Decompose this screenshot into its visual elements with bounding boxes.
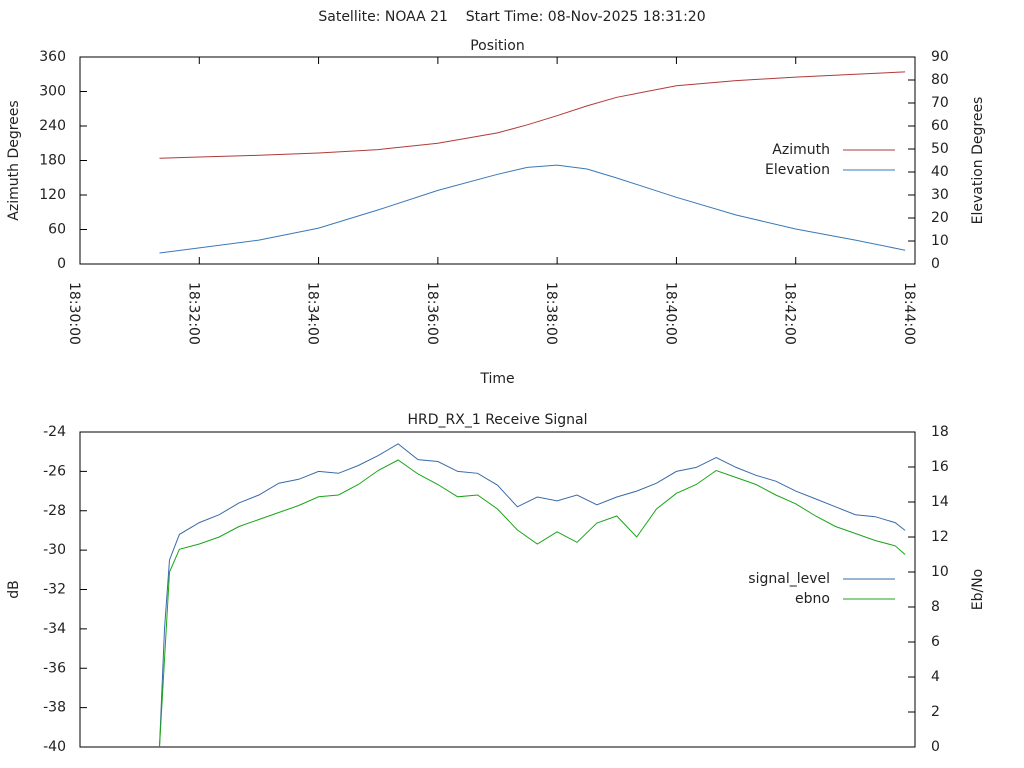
y-tick-label: 360 [39, 49, 66, 65]
y2-axis-label: Eb/No [970, 569, 986, 611]
y2-axis-label: Elevation Degrees [970, 97, 986, 225]
y-tick-label: 300 [39, 84, 66, 100]
y2-tick-label: 10 [931, 233, 949, 249]
y-tick-label: -34 [43, 621, 66, 637]
x-tick-label: 18:40:00 [662, 282, 678, 345]
x-tick-label: 18:36:00 [424, 282, 440, 345]
page-title: Satellite: NOAA 21 Start Time: 08-Nov-20… [318, 9, 705, 25]
y2-tick-label: 0 [931, 739, 940, 755]
y2-tick-label: 20 [931, 210, 949, 226]
x-tick-label: 18:44:00 [901, 282, 917, 345]
y2-tick-label: 0 [931, 256, 940, 272]
y2-tick-label: 80 [931, 72, 949, 88]
y2-tick-label: 8 [931, 599, 940, 615]
legend-label: ebno [795, 591, 830, 607]
series-line [159, 71, 906, 159]
series-line [159, 443, 906, 748]
y2-tick-label: 30 [931, 187, 949, 203]
y-tick-label: -30 [43, 542, 66, 558]
y2-tick-label: 2 [931, 704, 940, 720]
y2-tick-label: 14 [931, 494, 949, 510]
y-tick-label: -32 [43, 582, 66, 598]
y-tick-label: -40 [43, 739, 66, 755]
y2-tick-label: 10 [931, 564, 949, 580]
y2-tick-label: 70 [931, 95, 949, 111]
x-tick-label: 18:42:00 [782, 282, 798, 345]
chart-title: HRD_RX_1 Receive Signal [408, 412, 588, 428]
x-tick-label: 18:38:00 [543, 282, 559, 345]
y-tick-label: -28 [43, 503, 66, 519]
x-tick-label: 18:34:00 [305, 282, 321, 345]
y-tick-label: 180 [39, 153, 66, 169]
x-tick-label: 18:32:00 [185, 282, 201, 345]
y-tick-label: -36 [43, 660, 66, 676]
y2-tick-label: 40 [931, 164, 949, 180]
y-tick-label: 240 [39, 118, 66, 134]
x-tick-label: 18:30:00 [66, 282, 82, 345]
y-tick-label: 0 [57, 256, 66, 272]
y-axis-label: dB [6, 580, 22, 599]
y2-tick-label: 60 [931, 118, 949, 134]
y-tick-label: 120 [39, 187, 66, 203]
plot-border [79, 431, 916, 748]
y-tick-label: 60 [48, 222, 66, 238]
y-tick-label: -38 [43, 700, 66, 716]
plot-border [79, 56, 916, 265]
legend-label: Azimuth [772, 142, 830, 158]
y2-tick-label: 16 [931, 459, 949, 475]
y2-tick-label: 90 [931, 49, 949, 65]
y2-tick-label: 12 [931, 529, 949, 545]
series-line [159, 164, 906, 254]
legend-label: Elevation [765, 162, 830, 178]
y-tick-label: -26 [43, 463, 66, 479]
y2-tick-label: 18 [931, 424, 949, 440]
x-axis-label: Time [479, 371, 514, 387]
y2-tick-label: 4 [931, 669, 940, 685]
y2-tick-label: 6 [931, 634, 940, 650]
y2-tick-label: 50 [931, 141, 949, 157]
chart-title: Position [470, 38, 525, 54]
y-axis-label: Azimuth Degrees [6, 100, 22, 220]
legend-label: signal_level [748, 571, 830, 587]
y-tick-label: -24 [43, 424, 66, 440]
series-line [159, 459, 906, 748]
